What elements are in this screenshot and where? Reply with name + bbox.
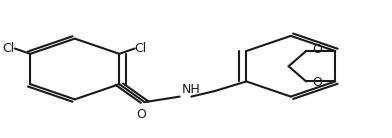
Text: O: O bbox=[312, 43, 322, 56]
Text: Cl: Cl bbox=[3, 42, 15, 55]
Text: NH: NH bbox=[181, 83, 200, 96]
Text: O: O bbox=[312, 76, 322, 89]
Text: O: O bbox=[136, 108, 146, 121]
Text: Cl: Cl bbox=[135, 42, 147, 55]
